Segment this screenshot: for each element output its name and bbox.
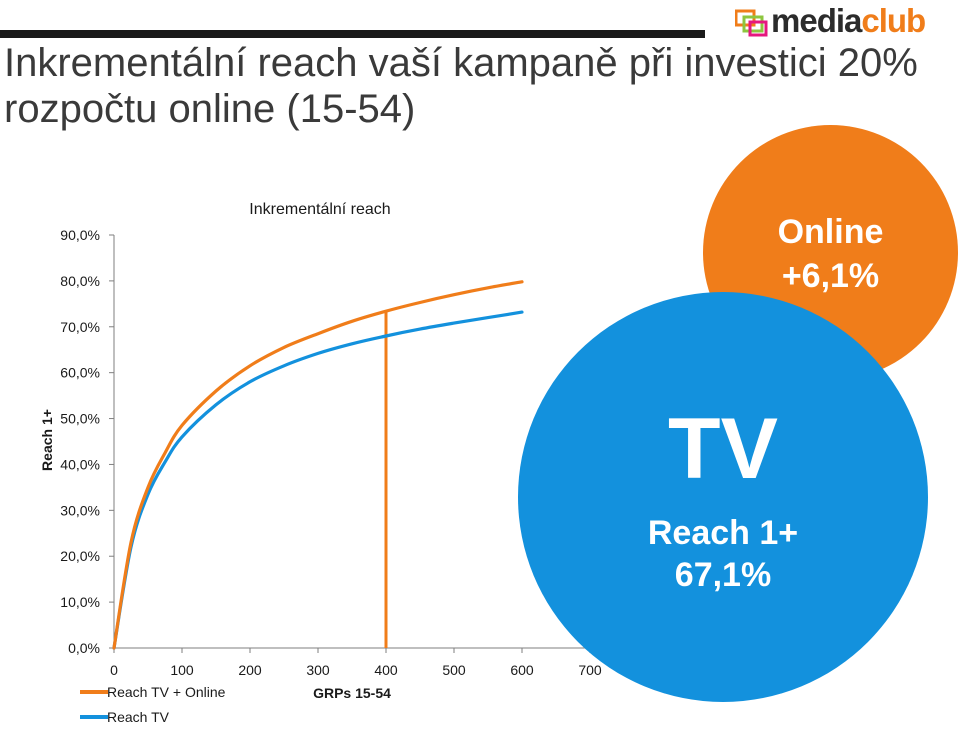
title-underline-bar xyxy=(0,30,705,38)
online-bubble-label: Online xyxy=(777,213,884,251)
y-tick-label: 30,0% xyxy=(60,502,100,518)
y-tick-label: 70,0% xyxy=(60,319,100,335)
x-tick-label: 600 xyxy=(510,662,534,678)
series-line-reach-tv-online xyxy=(112,280,524,650)
x-tick-label: 300 xyxy=(306,662,330,678)
y-axis-label: Reach 1+ xyxy=(39,409,55,471)
legend-label: Reach TV xyxy=(107,709,170,725)
y-tick-label: 90,0% xyxy=(60,227,100,243)
y-tick-label: 10,0% xyxy=(60,594,100,610)
tv-reach-bubble: TV Reach 1+ 67,1% xyxy=(518,292,928,702)
y-tick-label: 50,0% xyxy=(60,411,100,427)
y-tick-label: 40,0% xyxy=(60,456,100,472)
y-tick-label: 80,0% xyxy=(60,273,100,289)
logo-word-club: club xyxy=(861,2,926,39)
x-tick-label: 200 xyxy=(238,662,262,678)
chart-title: Inkrementální reach xyxy=(249,201,390,218)
online-bubble-value: +6,1% xyxy=(781,257,880,295)
tv-bubble-value: 67,1% xyxy=(674,556,772,594)
tv-bubble-caption: Reach 1+ xyxy=(647,514,799,552)
series-layer xyxy=(112,280,524,650)
x-tick-label: 400 xyxy=(374,662,398,678)
mediaclub-logo: mediaclub xyxy=(735,2,935,40)
x-tick-label: 500 xyxy=(442,662,466,678)
legend-label: Reach TV + Online xyxy=(107,684,226,700)
x-tick-label: 0 xyxy=(110,662,118,678)
tv-bubble-label: TV xyxy=(668,401,778,497)
axes: 0,0% 10,0% 20,0% 30,0% 40,0% 50,0% 60,0% 70,0% 8… xyxy=(60,227,602,678)
y-tick-label: 20,0% xyxy=(60,548,100,564)
y-tick-label: 0,0% xyxy=(68,640,100,656)
logo-wordmark: mediaclub xyxy=(771,2,926,40)
slide-title: Inkrementální reach vaší kampaně při inv… xyxy=(4,41,918,131)
x-tick-label: 100 xyxy=(170,662,194,678)
legend: Reach TV + Online Reach TV xyxy=(80,684,226,725)
y-tick-label: 60,0% xyxy=(60,365,100,381)
x-tick-label: 700 xyxy=(578,662,602,678)
mediaclub-logo-icon xyxy=(735,9,768,37)
series-line-reach-tv xyxy=(112,310,524,650)
logo-word-media: media xyxy=(771,2,862,39)
x-axis-label: GRPs 15-54 xyxy=(313,685,391,701)
